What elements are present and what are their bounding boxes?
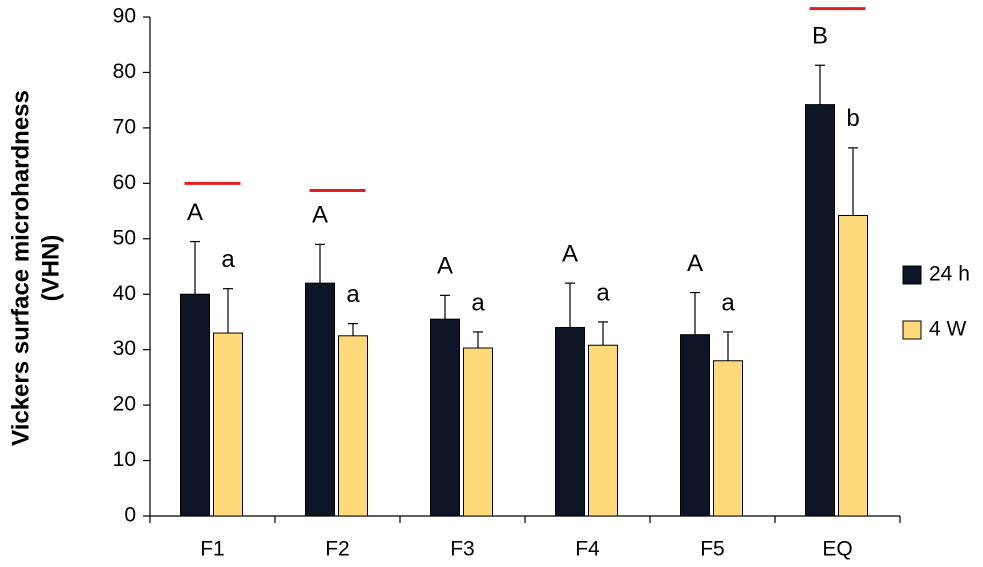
error-bar: [223, 288, 233, 334]
error-bar: [723, 331, 733, 361]
legend-label: 4 W: [929, 318, 967, 341]
y-tick-label: 10: [113, 448, 136, 471]
significance-letter: A: [562, 240, 578, 267]
error-bar: [315, 243, 325, 284]
y-tick-label: 20: [113, 393, 136, 416]
y-title-line: Vickers surface microhardness: [7, 90, 34, 446]
y-tick-label: 50: [113, 226, 136, 249]
bar: [213, 332, 243, 517]
bar: [463, 347, 493, 517]
error-bar: [848, 147, 858, 216]
x-tick-label: F2: [325, 538, 350, 561]
significance-letter: A: [687, 250, 703, 277]
bar: [713, 360, 743, 517]
error-bar: [565, 282, 575, 328]
bar: [555, 326, 585, 517]
significance-letter: A: [187, 199, 203, 226]
error-bar: [690, 291, 700, 335]
significance-letter: a: [346, 281, 360, 308]
significance-letter: B: [812, 23, 828, 50]
y-tick-label: 30: [113, 337, 136, 360]
error-bar: [815, 64, 825, 105]
x-tick-label: F3: [450, 538, 475, 561]
legend-label: 24 h: [929, 263, 970, 286]
error-bar: [190, 240, 200, 295]
error-bar: [473, 331, 483, 349]
significance-letter: a: [471, 289, 485, 316]
bar: [838, 214, 868, 517]
bar: [680, 334, 710, 517]
y-tick-label: 40: [113, 282, 136, 305]
error-bar: [348, 323, 358, 336]
y-tick-label: 90: [113, 5, 136, 28]
y-tick-label: 70: [113, 115, 136, 138]
bar: [180, 293, 210, 517]
significance-letter: a: [596, 279, 610, 306]
error-bar: [598, 321, 608, 346]
significance-letter: a: [221, 246, 235, 273]
x-tick-label: F5: [700, 538, 725, 561]
bar: [430, 318, 460, 517]
y-axis-title: Vickers surface microhardness (VHN): [7, 90, 64, 446]
bar: [805, 104, 835, 517]
x-tick-label: EQ: [822, 538, 852, 561]
significance-letter: b: [846, 105, 859, 132]
legend-swatch: [902, 265, 922, 285]
y-tick-label: 60: [113, 171, 136, 194]
y-tick-label: 0: [124, 504, 136, 527]
y-title-line: (VHN): [37, 235, 64, 302]
bar: [305, 282, 335, 517]
significance-letter: A: [312, 202, 328, 229]
x-tick-label: F1: [200, 538, 225, 561]
error-bar: [440, 294, 450, 320]
significance-letter: a: [721, 289, 735, 316]
x-tick-label: F4: [575, 538, 600, 561]
significance-letter: A: [437, 253, 453, 280]
bar: [588, 344, 618, 517]
y-tick-label: 80: [113, 60, 136, 83]
bar: [338, 335, 368, 517]
legend-swatch: [902, 320, 922, 340]
